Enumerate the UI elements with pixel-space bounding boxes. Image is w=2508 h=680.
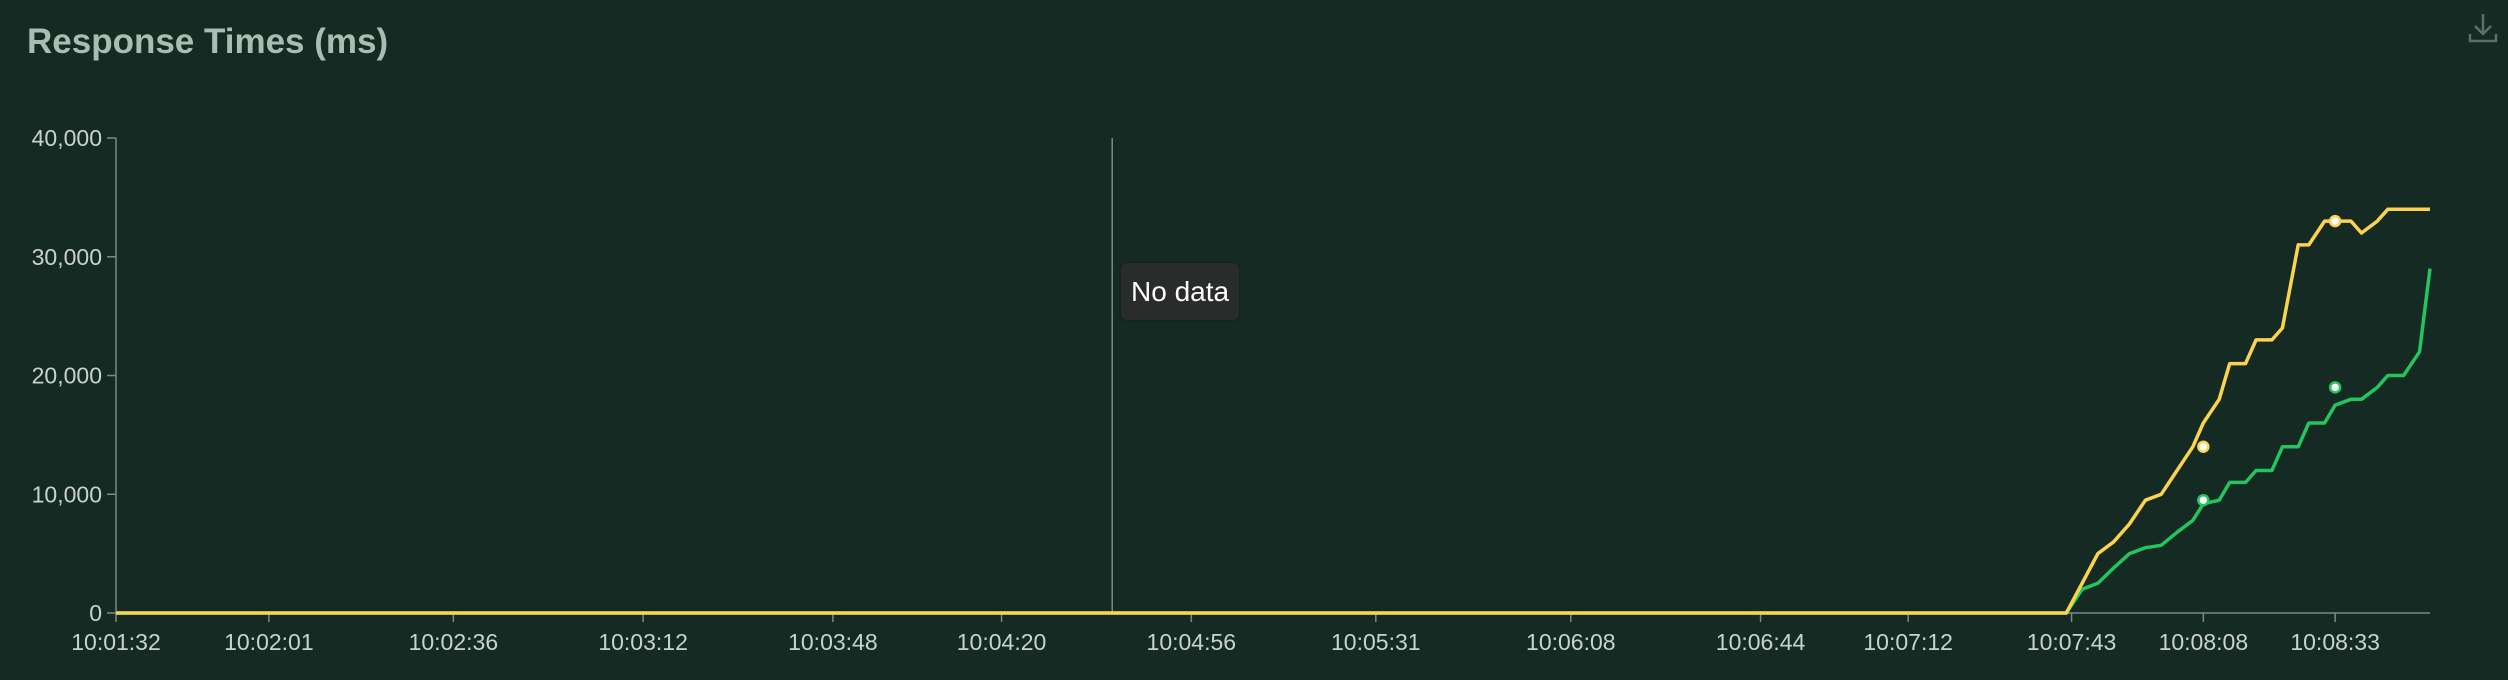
series-layer [116, 207, 2432, 615]
x-tick-label: 10:06:44 [1716, 629, 1806, 655]
series-point-1 [2328, 381, 2342, 394]
y-axis: 0 10,000 20,000 30,000 40,000 [32, 125, 117, 626]
x-tick-label: 10:04:56 [1147, 629, 1237, 655]
y-tick-label: 20,000 [32, 363, 102, 389]
x-tick-label: 10:08:33 [2290, 629, 2380, 655]
x-tick-label: 10:01:32 [71, 629, 161, 655]
x-tick-label: 10:03:48 [788, 629, 878, 655]
y-tick-label: 10,000 [32, 481, 102, 507]
series-line-2 [116, 207, 2430, 615]
x-tick-label: 10:07:43 [2027, 629, 2117, 655]
x-tick-label: 10:08:08 [2159, 629, 2249, 655]
x-tick-label: 10:07:12 [1863, 629, 1953, 655]
x-tick-label: 10:02:01 [224, 629, 314, 655]
x-tick-label: 10:05:31 [1331, 629, 1421, 655]
x-tick-label: 10:04:20 [957, 629, 1047, 655]
y-tick-label: 40,000 [32, 125, 102, 151]
x-tick-label: 10:03:12 [598, 629, 688, 655]
series-point-2 [2197, 440, 2210, 453]
series-point-1 [2197, 493, 2210, 507]
x-tick-label: 10:02:36 [409, 629, 499, 655]
tooltip: No data [1121, 263, 1240, 320]
series-line-1 [116, 268, 2432, 615]
y-tick-label: 0 [89, 600, 102, 626]
chart-title: Response Times (ms) [27, 22, 389, 61]
series-point-2 [2328, 214, 2342, 228]
x-tick-label: 10:06:08 [1526, 629, 1616, 655]
y-tick-label: 30,000 [32, 244, 102, 270]
download-icon [2468, 14, 2498, 43]
download-button[interactable] [2466, 10, 2500, 46]
x-axis: 10:01:32 10:02:01 10:02:36 10:03:12 10:03:48… [71, 612, 2430, 655]
